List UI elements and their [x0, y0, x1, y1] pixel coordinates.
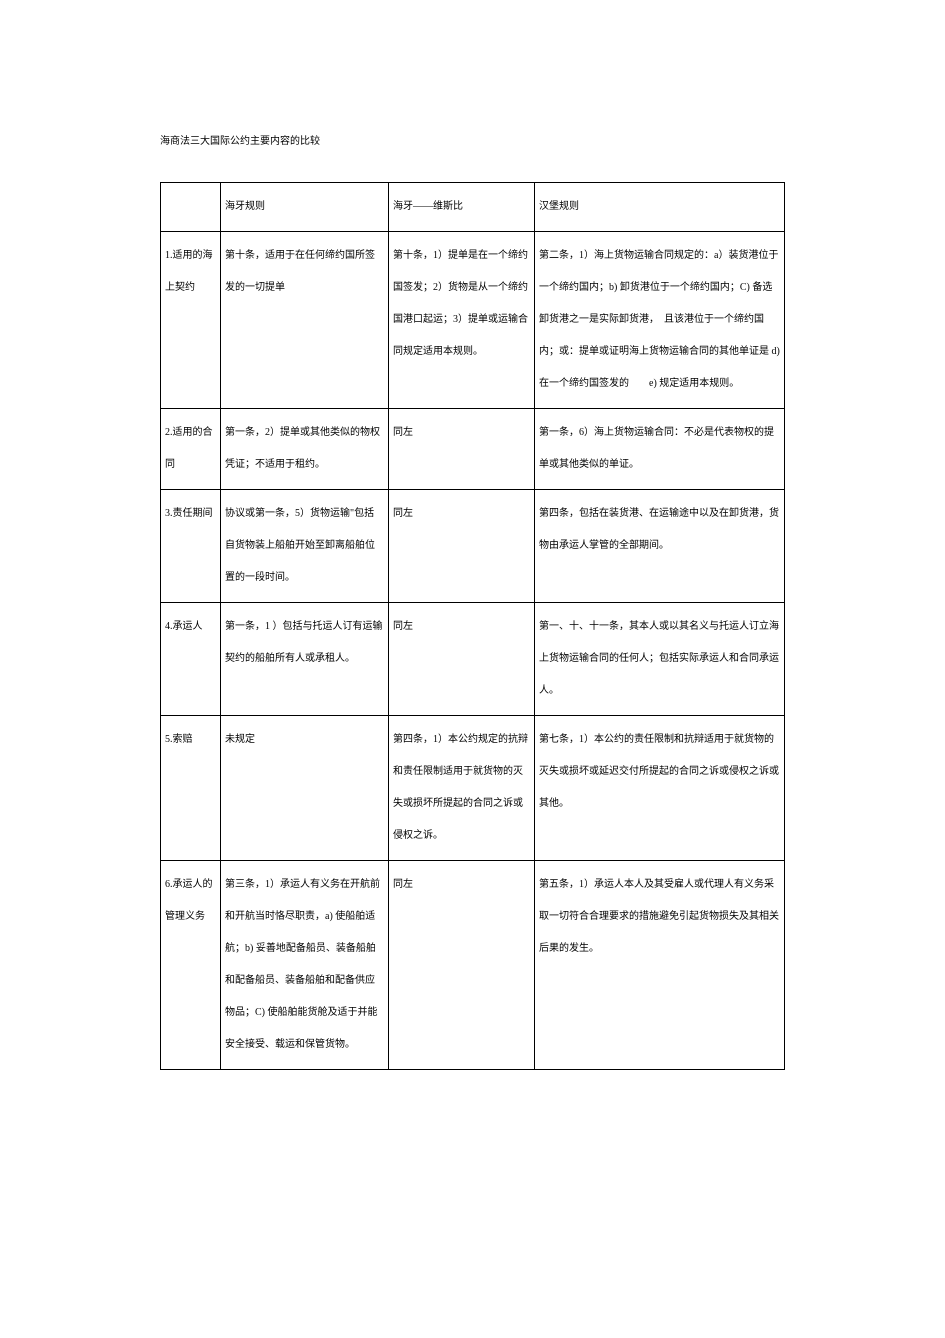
table-row: 4.承运人 第一条，1 ）包括与托运人订有运输契约的船舶所有人或承租人。 同左 …: [161, 603, 785, 716]
cell: 第一、十、十一条，其本人或以其名义与托运人订立海上货物运输合同的任何人；包括实际…: [535, 603, 785, 716]
cell: 协议或第一条，5）货物运输"包括自货物装上船舶开始至卸离船舶位置的一段时间。: [221, 490, 389, 603]
cell: 第十条，适用于在任何缔约国所签发的一切提单: [221, 232, 389, 409]
table-row: 6.承运人的管理义务 第三条，1）承运人有义务在开航前和开航当时恪尽职责，a) …: [161, 861, 785, 1070]
col-header-blank: [161, 183, 221, 232]
cell: 第五条，1）承运人本人及其受雇人或代理人有义务采取一切符合合理要求的措施避免引起…: [535, 861, 785, 1070]
cell: 同左: [389, 409, 535, 490]
cell: 第二条，1）海上货物运输合同规定的：a）装货港位于一个缔约国内；b) 卸货港位于…: [535, 232, 785, 409]
cell: 第十条，1）提单是在一个缔约国签发；2）货物是从一个缔约国港口起运；3）提单或运…: [389, 232, 535, 409]
col-header-visby: 海牙——维斯比: [389, 183, 535, 232]
comparison-table: 海牙规则 海牙——维斯比 汉堡规则 1.适用的海上契约 第十条，适用于在任何缔约…: [160, 182, 785, 1070]
col-header-hamburg: 汉堡规则: [535, 183, 785, 232]
row-label: 3.责任期间: [161, 490, 221, 603]
document-title: 海商法三大国际公约主要内容的比较: [160, 130, 785, 154]
cell: 第一条，1 ）包括与托运人订有运输契约的船舶所有人或承租人。: [221, 603, 389, 716]
cell: 第四条，包括在装货港、在运输途中以及在卸货港，货物由承运人掌管的全部期间。: [535, 490, 785, 603]
row-label: 4.承运人: [161, 603, 221, 716]
cell: 第一条，2）提单或其他类似的物权凭证；不适用于租约。: [221, 409, 389, 490]
row-label: 6.承运人的管理义务: [161, 861, 221, 1070]
cell: 第七条，1）本公约的责任限制和抗辩适用于就货物的灭失或损坏或延迟交付所提起的合同…: [535, 716, 785, 861]
table-row: 2.适用的合同 第一条，2）提单或其他类似的物权凭证；不适用于租约。 同左 第一…: [161, 409, 785, 490]
table-header-row: 海牙规则 海牙——维斯比 汉堡规则: [161, 183, 785, 232]
cell: 第一条，6）海上货物运输合同：不必是代表物权的提单或其他类似的单证。: [535, 409, 785, 490]
row-label: 2.适用的合同: [161, 409, 221, 490]
cell: 同左: [389, 603, 535, 716]
cell: 未规定: [221, 716, 389, 861]
cell: 第三条，1）承运人有义务在开航前和开航当时恪尽职责，a) 使船舶适航；b) 妥善…: [221, 861, 389, 1070]
cell: 同左: [389, 490, 535, 603]
table-row: 3.责任期间 协议或第一条，5）货物运输"包括自货物装上船舶开始至卸离船舶位置的…: [161, 490, 785, 603]
row-label: 5.索赔: [161, 716, 221, 861]
table-row: 1.适用的海上契约 第十条，适用于在任何缔约国所签发的一切提单 第十条，1）提单…: [161, 232, 785, 409]
cell: 第四条，1）本公约规定的抗辩和责任限制适用于就货物的灭失或损坏所提起的合同之诉或…: [389, 716, 535, 861]
col-header-hague: 海牙规则: [221, 183, 389, 232]
table-row: 5.索赔 未规定 第四条，1）本公约规定的抗辩和责任限制适用于就货物的灭失或损坏…: [161, 716, 785, 861]
cell: 同左: [389, 861, 535, 1070]
row-label: 1.适用的海上契约: [161, 232, 221, 409]
